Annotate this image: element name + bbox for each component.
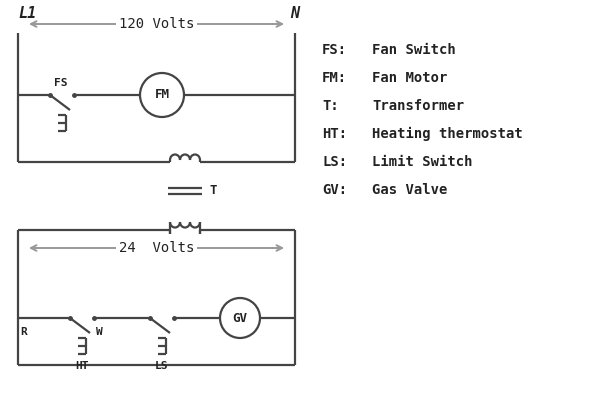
Text: HT:: HT: bbox=[322, 127, 347, 141]
Text: FS: FS bbox=[54, 78, 67, 88]
Text: Heating thermostat: Heating thermostat bbox=[372, 127, 523, 141]
Text: HT: HT bbox=[76, 361, 88, 371]
Text: 120 Volts: 120 Volts bbox=[119, 17, 194, 31]
Text: FS:: FS: bbox=[322, 43, 347, 57]
Text: 24  Volts: 24 Volts bbox=[119, 241, 194, 255]
Text: FM: FM bbox=[155, 88, 169, 102]
Text: W: W bbox=[96, 327, 103, 337]
Text: GV:: GV: bbox=[322, 183, 347, 197]
Text: FM:: FM: bbox=[322, 71, 347, 85]
Text: GV: GV bbox=[232, 312, 247, 324]
Text: Gas Valve: Gas Valve bbox=[372, 183, 447, 197]
Text: LS:: LS: bbox=[322, 155, 347, 169]
Text: R: R bbox=[20, 327, 27, 337]
Text: Fan Motor: Fan Motor bbox=[372, 71, 447, 85]
Text: T: T bbox=[210, 184, 218, 198]
Text: Limit Switch: Limit Switch bbox=[372, 155, 473, 169]
Text: LS: LS bbox=[155, 361, 169, 371]
Text: N: N bbox=[290, 6, 300, 20]
Text: Fan Switch: Fan Switch bbox=[372, 43, 455, 57]
Text: Transformer: Transformer bbox=[372, 99, 464, 113]
Text: L1: L1 bbox=[18, 6, 36, 20]
Text: T:: T: bbox=[322, 99, 339, 113]
